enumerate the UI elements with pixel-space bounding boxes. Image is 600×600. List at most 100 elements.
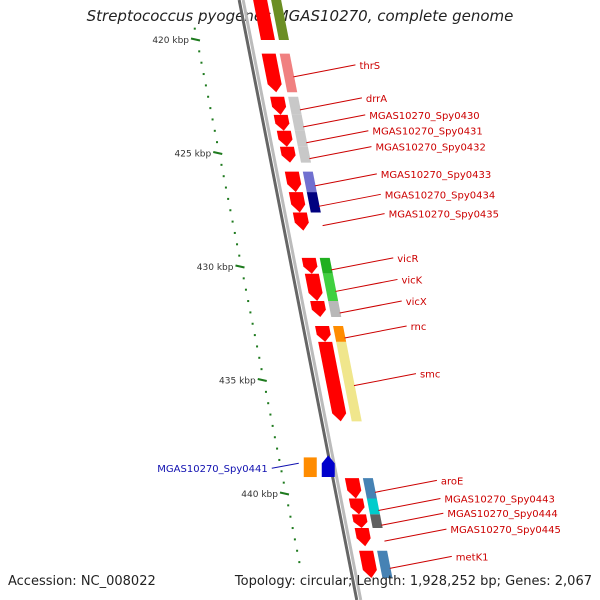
tick-minor bbox=[193, 27, 196, 30]
tick-minor bbox=[224, 186, 227, 189]
tick-minor bbox=[260, 368, 263, 371]
gene-label-MGAS10270_Spy0443: MGAS10270_Spy0443 bbox=[444, 494, 554, 505]
gene-label-MGAS10270_Spy0433: MGAS10270_Spy0433 bbox=[381, 170, 491, 181]
gene-label-MGAS10270_Spy0431: MGAS10270_Spy0431 bbox=[372, 127, 482, 138]
tick-minor bbox=[244, 288, 247, 291]
cog-band-thrS bbox=[279, 53, 298, 93]
tick-minor bbox=[216, 141, 219, 144]
gene-label-drrA: drrA bbox=[366, 94, 387, 105]
backbone-line-dark bbox=[237, 0, 359, 600]
tick-major bbox=[213, 151, 223, 155]
tick-minor bbox=[256, 345, 259, 348]
gene-label-vicR: vicR bbox=[397, 254, 418, 265]
tick-minor bbox=[222, 175, 225, 178]
cog-band-MGAS10270_Spy0443 bbox=[366, 498, 380, 515]
gene-arrow-MGAS10270_Spy0444 bbox=[351, 514, 368, 529]
cog-band-smc bbox=[336, 341, 362, 422]
gene-arrow-vicR bbox=[301, 257, 318, 274]
tick-major bbox=[279, 491, 290, 496]
tick-minor bbox=[298, 561, 301, 564]
tick-label-440: 440 kbp bbox=[241, 490, 278, 500]
gene-label-vicK: vicK bbox=[401, 275, 422, 286]
cog-band-MGAS10270_Spy0433 bbox=[302, 171, 317, 193]
tick-minor bbox=[236, 243, 239, 246]
tick-minor bbox=[251, 322, 254, 325]
gene-arrow-MGAS10270_Spy0430 bbox=[273, 114, 290, 131]
label-leader-metK1 bbox=[389, 555, 452, 569]
tick-minor bbox=[271, 424, 274, 427]
cog-band-MGAS10270_Spy0441 bbox=[303, 457, 317, 478]
tick-minor bbox=[276, 447, 279, 450]
gene-label-aroE: aroE bbox=[441, 476, 463, 487]
gene-arrow-metK1 bbox=[359, 550, 377, 578]
label-leader-MGAS10270_Spy0441 bbox=[271, 462, 299, 469]
gene-arrow-rnc bbox=[315, 326, 331, 342]
gene-label-MGAS10270_Spy0430: MGAS10270_Spy0430 bbox=[369, 111, 479, 122]
tick-minor bbox=[238, 254, 241, 257]
label-leader-MGAS10270_Spy0431 bbox=[306, 130, 369, 144]
gene-arrow-MGAS10270_Spy0441 bbox=[321, 455, 335, 478]
gene-label-MGAS10270_Spy0441: MGAS10270_Spy0441 bbox=[157, 464, 267, 475]
backbone-layer bbox=[237, 0, 363, 600]
cog-band-vicX bbox=[328, 301, 342, 317]
gene-label-MGAS10270_Spy0434: MGAS10270_Spy0434 bbox=[385, 190, 495, 201]
label-leader-rnc bbox=[344, 325, 407, 339]
tick-minor bbox=[242, 277, 245, 280]
cog-band-MGAS10270_Spy0432 bbox=[297, 146, 312, 163]
cog-band-MGAS10270_Spy0434 bbox=[306, 192, 321, 213]
gene-arrow-MGAS10270_Spy0443 bbox=[348, 498, 365, 515]
gene-arrow-thrS bbox=[261, 53, 282, 93]
tick-minor bbox=[200, 61, 203, 64]
tick-minor bbox=[231, 220, 234, 223]
tick-label-425: 425 kbp bbox=[175, 150, 212, 160]
tick-minor bbox=[247, 300, 250, 303]
gene-arrow-MGAS10270_Spy0433 bbox=[284, 171, 302, 193]
gene-label-MGAS10270_Spy0444: MGAS10270_Spy0444 bbox=[447, 509, 557, 520]
gene-arrow-vicK bbox=[304, 273, 323, 302]
tick-minor bbox=[198, 50, 201, 53]
tick-minor bbox=[273, 436, 276, 439]
cog-band-MGAS10270_Spy0431 bbox=[294, 130, 308, 147]
cog-band-partial-top bbox=[271, 0, 289, 40]
tick-minor bbox=[291, 527, 294, 530]
tick-minor bbox=[233, 231, 236, 234]
label-leader-MGAS10270_Spy0432 bbox=[309, 146, 372, 160]
gene-arrow-vicX bbox=[310, 301, 326, 317]
tick-minor bbox=[213, 129, 216, 132]
gene-label-rnc: rnc bbox=[411, 322, 427, 333]
tick-minor bbox=[249, 311, 252, 314]
tick-minor bbox=[211, 118, 214, 121]
tick-minor bbox=[258, 356, 261, 359]
tick-major bbox=[190, 37, 201, 42]
topology-text: Topology: circular; Length: 1,928,252 bp… bbox=[234, 574, 592, 589]
tick-label-435: 435 kbp bbox=[219, 377, 256, 387]
gene-label-MGAS10270_Spy0435: MGAS10270_Spy0435 bbox=[389, 210, 499, 221]
label-leader-MGAS10270_Spy0434 bbox=[318, 193, 381, 207]
cog-band-aroE bbox=[362, 478, 377, 499]
cog-band-MGAS10270_Spy0430 bbox=[291, 114, 305, 131]
label-leader-vicK bbox=[335, 278, 398, 292]
gene-label-metK1: metK1 bbox=[456, 552, 489, 563]
gene-arrow-smc bbox=[318, 341, 347, 422]
cog-band-drrA bbox=[288, 96, 302, 115]
gene-arrow-drrA bbox=[270, 96, 287, 115]
tick-minor bbox=[280, 470, 283, 473]
label-leader-MGAS10270_Spy0445 bbox=[384, 528, 447, 542]
label-leader-thrS bbox=[293, 64, 356, 78]
tick-minor bbox=[202, 73, 205, 76]
tick-minor bbox=[264, 390, 267, 393]
gene-arrow-MGAS10270_Spy0435 bbox=[292, 212, 309, 231]
tick-minor bbox=[282, 481, 285, 484]
map-title: Streptococcus pyogenes MGAS10270, comple… bbox=[86, 7, 514, 25]
gene-arrow-MGAS10270_Spy0432 bbox=[279, 146, 296, 163]
label-leader-MGAS10270_Spy0443 bbox=[378, 497, 441, 511]
tick-minor bbox=[220, 163, 223, 166]
tick-major bbox=[235, 264, 245, 269]
cog-band-vicK bbox=[322, 273, 339, 302]
tick-minor bbox=[278, 458, 281, 461]
label-leader-MGAS10270_Spy0435 bbox=[322, 213, 385, 227]
gene-label-MGAS10270_Spy0445: MGAS10270_Spy0445 bbox=[450, 525, 560, 536]
backbone-line-light bbox=[241, 0, 363, 600]
label-leader-MGAS10270_Spy0433 bbox=[314, 173, 377, 187]
